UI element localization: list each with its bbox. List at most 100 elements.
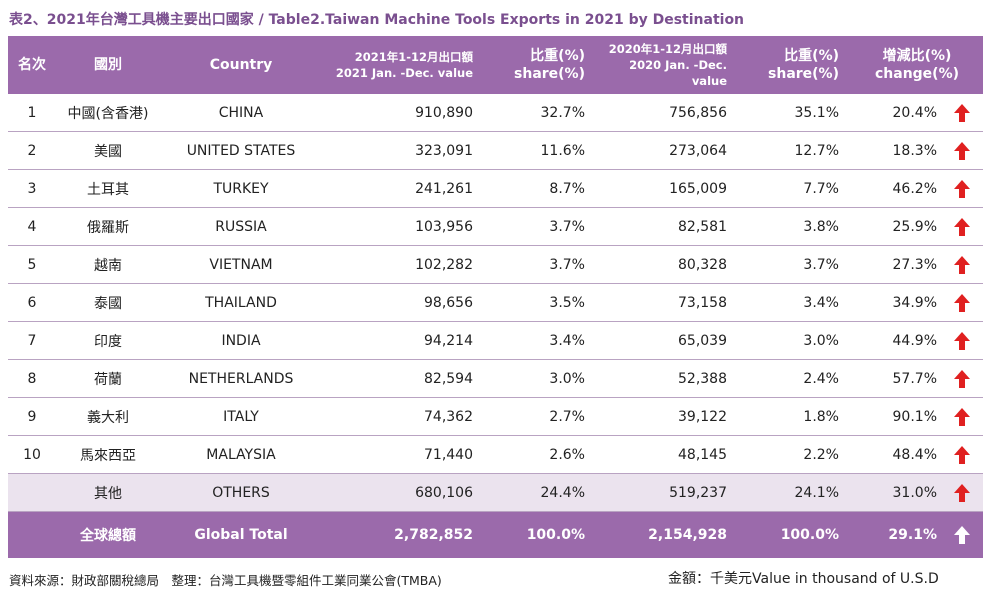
cell-arrow [941, 359, 983, 398]
cell-value-2021: 103,956 [322, 207, 485, 246]
header-value-2021-en: 2021 Jan. -Dec. value [335, 66, 473, 80]
cell-arrow [941, 94, 983, 132]
cell-rank: 1 [8, 94, 56, 132]
cell-value-2020: 519,237 [597, 473, 739, 512]
unit-note: 金額：千美元Value in thousand of U.S.D [668, 571, 939, 587]
cell-share-2020: 7.7% [739, 169, 851, 208]
header-change-zh: 增減比(%) [882, 48, 952, 64]
cell-rank: 3 [8, 169, 56, 208]
cell-rank: 2 [8, 131, 56, 170]
cell-share-2020: 12.7% [739, 131, 851, 170]
cell-country: THAILAND [160, 283, 322, 322]
total-change: 29.1% [851, 511, 941, 558]
header-share-2021-en: share(%) [514, 66, 585, 82]
cell-share-2021: 3.7% [485, 245, 597, 284]
header-share-2021-zh: 比重(%) [530, 48, 585, 64]
cell-share-2020: 3.4% [739, 283, 851, 322]
up-arrow-icon [954, 179, 970, 198]
up-arrow-icon [954, 103, 970, 122]
total-value-2021: 2,782,852 [322, 511, 485, 558]
cell-share-2021: 2.7% [485, 397, 597, 436]
cell-share-2020: 3.0% [739, 321, 851, 360]
cell-value-2021: 241,261 [322, 169, 485, 208]
cell-share-2021: 11.6% [485, 131, 597, 170]
cell-value-2020: 273,064 [597, 131, 739, 170]
cell-rank: 8 [8, 359, 56, 398]
cell-share-2021: 3.5% [485, 283, 597, 322]
header-country: Country [160, 36, 322, 94]
cell-region: 荷蘭 [56, 359, 160, 398]
header-share-2021: 比重(%) share(%) [485, 36, 597, 94]
cell-value-2021: 82,594 [322, 359, 485, 398]
cell-share-2021: 3.7% [485, 207, 597, 246]
header-share-2020-en: share(%) [768, 66, 839, 82]
cell-change: 20.4% [851, 94, 941, 132]
cell-share-2021: 24.4% [485, 473, 597, 512]
table-row: 9 義大利 ITALY 74,362 2.7% 39,122 1.8% 90.1% [8, 397, 983, 436]
total-rank [8, 511, 56, 558]
cell-share-2020: 24.1% [739, 473, 851, 512]
header-value-2021: 2021年1-12月出口額 2021 Jan. -Dec. value [322, 36, 485, 94]
cell-country: RUSSIA [160, 207, 322, 246]
cell-share-2021: 3.4% [485, 321, 597, 360]
header-value-2020: 2020年1-12月出口額 2020 Jan. -Dec. value [597, 36, 739, 94]
cell-share-2020: 3.7% [739, 245, 851, 284]
cell-value-2020: 52,388 [597, 359, 739, 398]
cell-value-2020: 65,039 [597, 321, 739, 360]
cell-value-2020: 73,158 [597, 283, 739, 322]
total-share-2020: 100.0% [739, 511, 851, 558]
header-change-en: change(%) [874, 66, 960, 82]
cell-value-2020: 82,581 [597, 207, 739, 246]
cell-arrow [941, 245, 983, 284]
cell-share-2021: 32.7% [485, 94, 597, 132]
header-share-2020: 比重(%) share(%) [739, 36, 851, 94]
table-row: 其他 OTHERS 680,106 24.4% 519,237 24.1% 31.0% [8, 473, 983, 512]
cell-rank: 7 [8, 321, 56, 360]
cell-change: 34.9% [851, 283, 941, 322]
table-row: 10 馬來西亞 MALAYSIA 71,440 2.6% 48,145 2.2% 48.4% [8, 435, 983, 474]
up-arrow-icon [954, 526, 970, 544]
header-rank: 名次 [8, 36, 56, 94]
total-label-zh: 全球總額 [56, 511, 160, 558]
cell-value-2021: 102,282 [322, 245, 485, 284]
cell-value-2021: 74,362 [322, 397, 485, 436]
cell-arrow [941, 131, 983, 170]
cell-arrow [941, 207, 983, 246]
cell-share-2020: 2.4% [739, 359, 851, 398]
cell-share-2021: 2.6% [485, 435, 597, 474]
cell-share-2021: 3.0% [485, 359, 597, 398]
exports-table: 名次 國別 Country 2021年1-12月出口額 2021 Jan. -D… [8, 36, 983, 558]
header-change: 增減比(%) change(%) [851, 36, 983, 94]
cell-region: 馬來西亞 [56, 435, 160, 474]
header-share-2020-zh: 比重(%) [784, 48, 839, 64]
cell-share-2021: 8.7% [485, 169, 597, 208]
header-region: 國別 [56, 36, 160, 94]
cell-change: 25.9% [851, 207, 941, 246]
up-arrow-icon [954, 483, 970, 502]
table-row: 8 荷蘭 NETHERLANDS 82,594 3.0% 52,388 2.4% 57.7% [8, 359, 983, 398]
cell-arrow [941, 283, 983, 322]
table-row: 3 土耳其 TURKEY 241,261 8.7% 165,009 7.7% 46.2% [8, 169, 983, 208]
cell-region: 土耳其 [56, 169, 160, 208]
table-row: 1 中國(含香港) CHINA 910,890 32.7% 756,856 35.1% 20.… [8, 94, 983, 132]
up-arrow-icon [954, 293, 970, 312]
cell-share-2020: 3.8% [739, 207, 851, 246]
up-arrow-icon [954, 369, 970, 388]
header-value-2021-zh: 2021年1-12月出口額 [354, 50, 473, 64]
cell-country: CHINA [160, 94, 322, 132]
cell-share-2020: 2.2% [739, 435, 851, 474]
up-arrow-icon [954, 331, 970, 350]
cell-value-2021: 98,656 [322, 283, 485, 322]
total-label-en: Global Total [160, 511, 322, 558]
cell-rank: 5 [8, 245, 56, 284]
cell-region: 俄羅斯 [56, 207, 160, 246]
header-value-2020-en: 2020 Jan. -Dec. value [629, 58, 727, 88]
cell-arrow [941, 397, 983, 436]
cell-value-2020: 48,145 [597, 435, 739, 474]
cell-share-2020: 1.8% [739, 397, 851, 436]
cell-region: 越南 [56, 245, 160, 284]
cell-value-2021: 680,106 [322, 473, 485, 512]
cell-rank: 4 [8, 207, 56, 246]
table-body: 1 中國(含香港) CHINA 910,890 32.7% 756,856 35.1% 20.… [8, 94, 983, 512]
cell-change: 18.3% [851, 131, 941, 170]
